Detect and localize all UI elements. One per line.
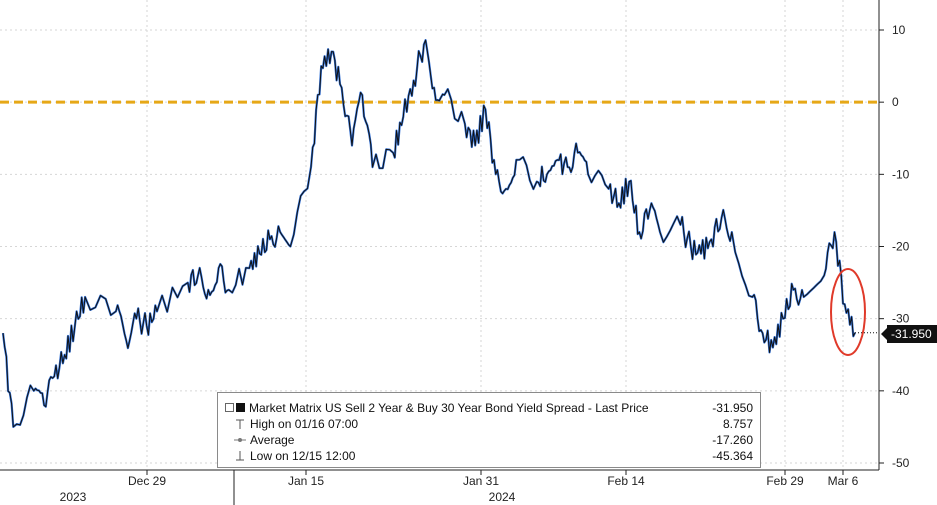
y-tick-label: -40 bbox=[892, 384, 910, 398]
x-tick-label: Mar 6 bbox=[828, 474, 859, 488]
legend-average-value: -17.260 bbox=[712, 433, 753, 447]
x-tick-label: Jan 15 bbox=[288, 474, 324, 488]
legend: Market Matrix US Sell 2 Year & Buy 30 Ye… bbox=[217, 392, 761, 468]
series-layer bbox=[1, 39, 856, 428]
x-year-label: 2023 bbox=[60, 490, 87, 504]
annotation-layer bbox=[830, 268, 879, 356]
high-marker-icon bbox=[236, 419, 244, 429]
legend-series-swatch-icon bbox=[236, 403, 245, 412]
y-tick-label: 0 bbox=[892, 95, 899, 109]
x-tick-label: Feb 29 bbox=[766, 474, 804, 488]
legend-low-row: Low on 12/15 12:00 -45.364 bbox=[218, 448, 760, 464]
y-tick-label: -30 bbox=[892, 312, 910, 326]
legend-average-row: Average -17.260 bbox=[218, 432, 760, 448]
last-price-tag: -31.950 bbox=[881, 325, 937, 343]
x-tick-label: Dec 29 bbox=[128, 474, 166, 488]
legend-collapse-icon bbox=[225, 403, 234, 412]
legend-high-label: High on 01/16 07:00 bbox=[250, 417, 359, 431]
legend-title-row: Market Matrix US Sell 2 Year & Buy 30 Ye… bbox=[218, 400, 760, 416]
y-tick-label: -50 bbox=[892, 456, 910, 470]
low-marker-icon bbox=[236, 451, 244, 461]
legend-low-label: Low on 12/15 12:00 bbox=[250, 449, 356, 463]
axis-layer: 10 0 -10 -20 -30 -40 -50 Dec 29 Jan 15 Jan 31 Feb … bbox=[0, 0, 910, 505]
highlight-circle bbox=[830, 268, 866, 356]
average-marker-icon bbox=[234, 438, 246, 442]
legend-high-value: 8.757 bbox=[722, 417, 753, 431]
y-tick-label: -20 bbox=[892, 240, 910, 254]
price-line bbox=[2, 39, 856, 428]
legend-title: Market Matrix US Sell 2 Year & Buy 30 Ye… bbox=[249, 401, 649, 415]
y-tick-label: -10 bbox=[892, 167, 910, 181]
legend-high-row: High on 01/16 07:00 8.757 bbox=[218, 416, 760, 432]
legend-title-value: -31.950 bbox=[712, 401, 753, 415]
x-tick-label: Jan 31 bbox=[463, 474, 499, 488]
x-year-label: 2024 bbox=[489, 490, 516, 504]
legend-average-label: Average bbox=[250, 433, 295, 447]
legend-low-value: -45.364 bbox=[712, 449, 753, 463]
price-line-highlight bbox=[1, 39, 856, 428]
y-tick-label: 10 bbox=[892, 23, 906, 37]
x-tick-label: Feb 14 bbox=[607, 474, 645, 488]
